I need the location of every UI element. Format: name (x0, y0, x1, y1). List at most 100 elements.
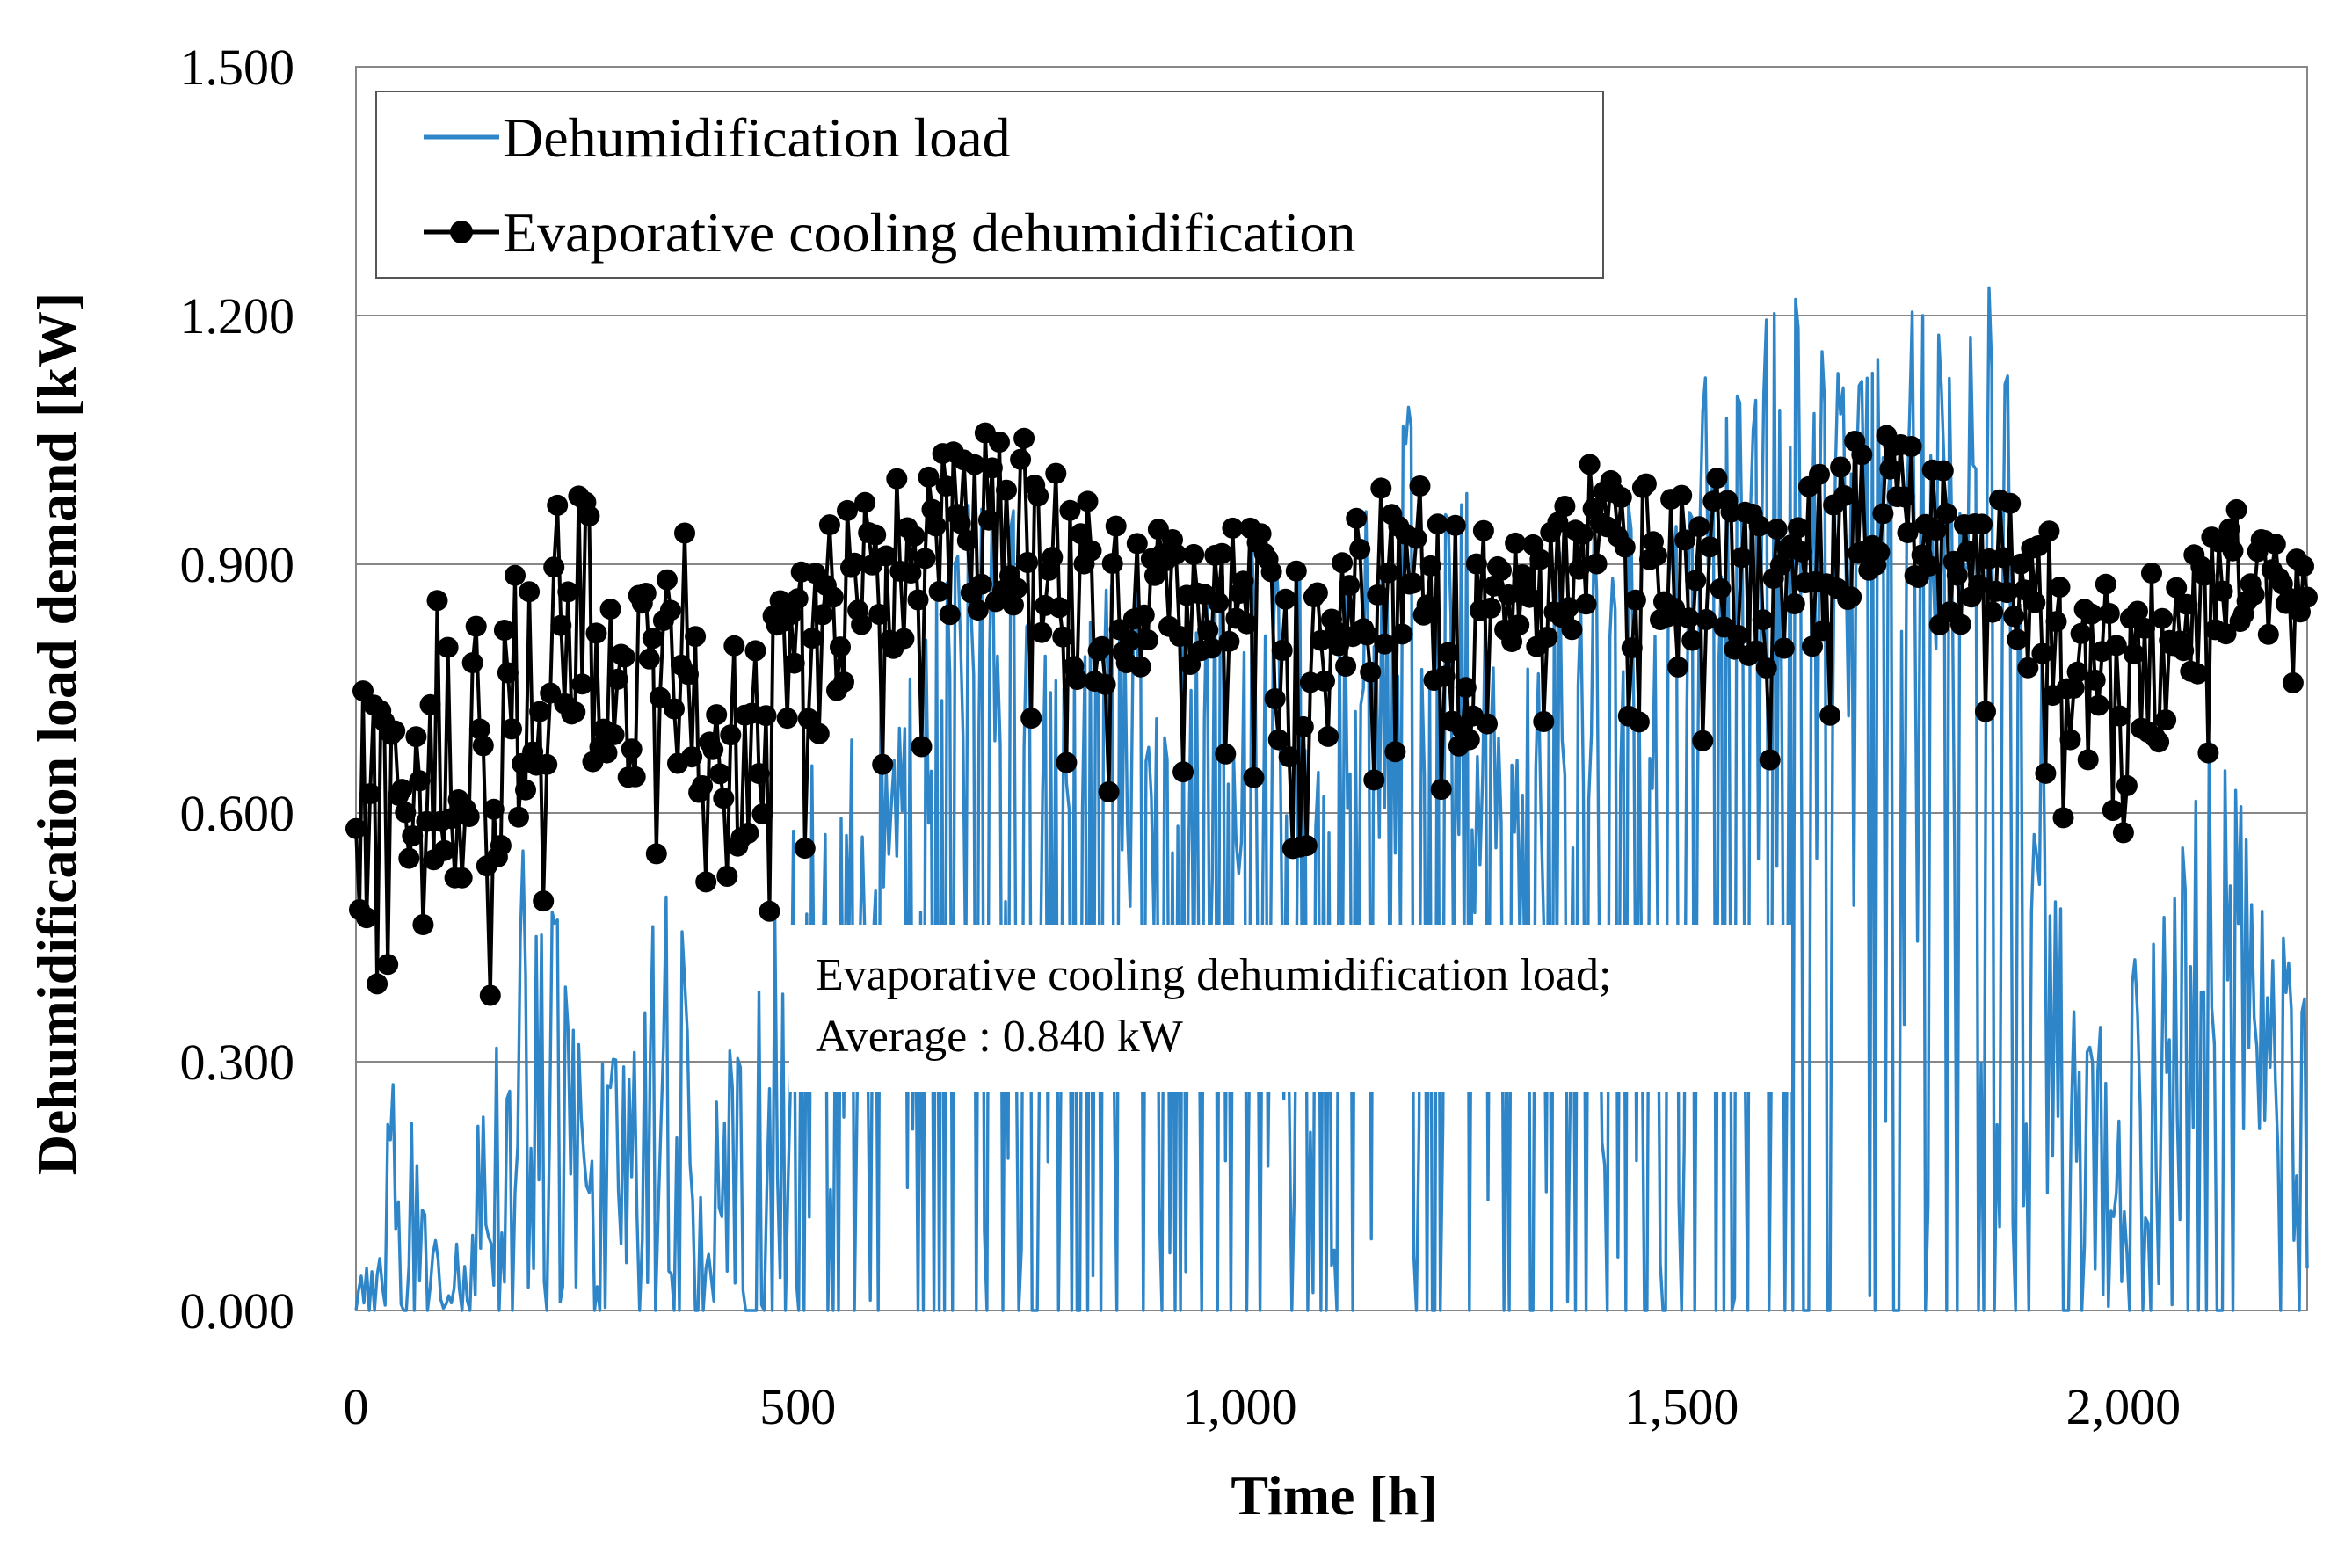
marker-point (550, 614, 572, 636)
series-markers-evaporative-cooling (345, 422, 2318, 1006)
marker-point (1465, 553, 1487, 575)
marker-point (872, 753, 894, 775)
marker-point (1165, 543, 1187, 565)
marker-point (1688, 516, 1710, 538)
marker-point (1402, 572, 1424, 594)
y-tick-label-5: 1.500 (180, 39, 295, 96)
marker-point (437, 636, 459, 658)
marker-point (1232, 570, 1254, 592)
marker-point (713, 788, 735, 809)
marker-point (1105, 515, 1127, 537)
marker-point (1201, 637, 1223, 659)
marker-point (412, 914, 434, 935)
marker-point (497, 662, 519, 684)
marker-point (1377, 562, 1399, 584)
marker-point (426, 590, 448, 612)
marker-point (1809, 463, 1830, 485)
marker-point (794, 838, 816, 860)
marker-point (1897, 522, 1919, 543)
marker-point (1306, 582, 1328, 604)
marker-point (801, 628, 823, 650)
marker-point (571, 673, 593, 695)
marker-point (1646, 545, 1667, 566)
marker-point (1013, 427, 1035, 449)
marker-point (1731, 547, 1753, 569)
marker-point (2095, 573, 2116, 595)
marker-point (461, 652, 483, 674)
marker-point (490, 835, 512, 856)
marker-point (1819, 704, 1841, 726)
marker-point (1759, 749, 1781, 771)
x-axis-ticks: 0 500 1,000 1,500 2,000 (344, 1378, 2182, 1435)
marker-point (1519, 586, 1541, 608)
marker-point (1020, 708, 1042, 730)
marker-point (685, 626, 707, 648)
marker-point (1946, 564, 1968, 586)
marker-point (1755, 657, 1777, 679)
marker-point (1572, 523, 1594, 545)
marker-point (776, 708, 798, 730)
x-tick-label-2: 1,000 (1182, 1378, 1297, 1435)
marker-point (1975, 701, 1996, 722)
marker-point (1349, 538, 1371, 560)
marker-point (2215, 623, 2237, 645)
marker-point (1211, 542, 1233, 564)
marker-point (904, 525, 926, 547)
marker-point (2045, 611, 2067, 633)
marker-point (1405, 527, 1427, 549)
marker-point (1968, 574, 1989, 596)
marker-point (2187, 663, 2209, 685)
marker-point (1427, 513, 1448, 535)
marker-point (808, 722, 830, 744)
marker-point (1278, 746, 1300, 768)
marker-point (599, 599, 621, 621)
marker-point (818, 514, 840, 536)
marker-point (1932, 460, 1954, 482)
marker-point (2155, 709, 2177, 731)
marker-point (377, 954, 399, 976)
marker-point (1830, 456, 1852, 478)
x-axis-title: Time [h] (1231, 1464, 1437, 1527)
marker-point (1547, 512, 1569, 534)
marker-point (2173, 640, 2195, 662)
marker-point (1893, 486, 1915, 508)
marker-point (1017, 552, 1039, 573)
marker-point (2063, 677, 2085, 699)
marker-point (1982, 601, 2004, 623)
marker-point (886, 468, 908, 490)
marker-point (1635, 473, 1657, 495)
marker-point (1197, 620, 1219, 642)
y-tick-label-0: 0.000 (180, 1282, 295, 1339)
marker-point (359, 783, 381, 805)
marker-point (508, 806, 529, 828)
marker-point (1430, 779, 1452, 801)
y-axis-title: Dehumidification load demand [kW] (25, 293, 88, 1176)
marker-point (811, 604, 833, 626)
marker-point (1236, 613, 1258, 635)
marker-point (1042, 547, 1064, 569)
marker-point (2293, 555, 2314, 577)
y-tick-label-1: 0.300 (180, 1034, 295, 1091)
marker-point (398, 847, 420, 869)
marker-point (1059, 499, 1081, 521)
marker-point (900, 563, 922, 584)
marker-point (1384, 741, 1406, 763)
marker-point (1472, 519, 1494, 541)
marker-point (645, 843, 667, 865)
marker-point (780, 604, 802, 626)
marker-point (1561, 619, 1583, 641)
marker-point (433, 839, 455, 861)
marker-point (642, 628, 664, 650)
marker-point (1080, 540, 1102, 562)
marker-point (1918, 555, 1940, 577)
marker-point (2028, 535, 2050, 556)
marker-point (1260, 561, 1282, 583)
marker-point (1010, 448, 1032, 470)
marker-point (596, 742, 618, 764)
marker-point (1094, 673, 1116, 695)
marker-point (649, 686, 671, 708)
marker-point (1129, 656, 1151, 678)
marker-point (2218, 518, 2240, 540)
marker-point (402, 825, 424, 846)
marker-point (1264, 688, 1286, 709)
